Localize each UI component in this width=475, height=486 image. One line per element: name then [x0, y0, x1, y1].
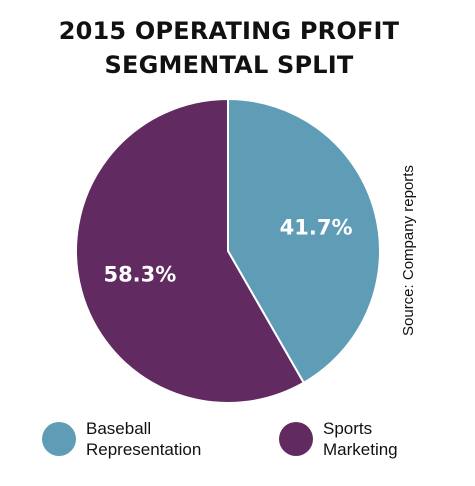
pie-label-sports: 58.3% [103, 263, 176, 287]
source-note: Source: Company reports [400, 165, 417, 336]
legend-label-sports-line-1: Sports [323, 419, 373, 438]
legend-item-baseball: Baseball Representation [42, 418, 216, 460]
legend-label-baseball-line-1: Baseball [86, 419, 152, 438]
legend-swatch-baseball [42, 422, 76, 456]
legend-label-baseball: Baseball Representation [86, 418, 216, 460]
legend-swatch-sports [279, 422, 313, 456]
chart-title-line-1: 2015 OPERATING PROFIT [58, 17, 400, 45]
legend-label-baseball-line-2: Representation [86, 440, 202, 459]
chart-title: 2015 OPERATING PROFIT SEGMENTAL SPLIT [0, 14, 458, 82]
legend-label-sports: Sports Marketing [323, 418, 453, 460]
pie-slice-sports [75, 97, 306, 404]
chart-title-line-2: SEGMENTAL SPLIT [104, 51, 354, 79]
legend-label-sports-line-2: Marketing [323, 440, 398, 459]
pie-label-baseball: 41.7% [280, 215, 353, 239]
legend-item-sports: Sports Marketing [279, 418, 453, 460]
pie-slice-baseball [227, 97, 381, 385]
